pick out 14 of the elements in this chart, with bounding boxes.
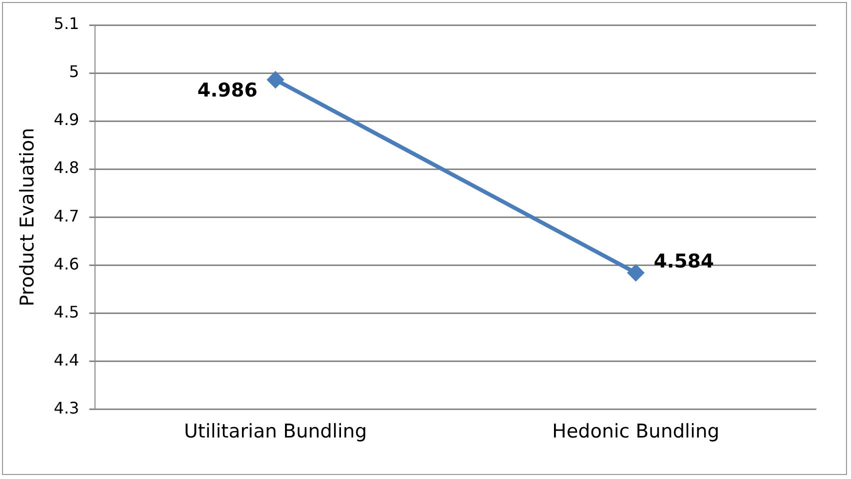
y-tick-label: 4.3	[54, 398, 80, 418]
data-label: 4.986	[197, 80, 258, 102]
y-tick-label: 4.8	[54, 158, 80, 178]
y-tick-label: 4.9	[54, 110, 80, 130]
x-tick-label: Hedonic Bundling	[552, 420, 720, 443]
y-axis-title: Product Evaluation	[16, 128, 38, 306]
y-tick-label: 4.7	[54, 206, 80, 226]
y-tick-label: 5	[69, 62, 80, 82]
data-label: 4.584	[654, 250, 714, 273]
y-tick-label: 4.6	[54, 254, 80, 274]
y-tick-label: 4.5	[54, 302, 80, 322]
x-tick-label: Utilitarian Bundling	[184, 420, 367, 443]
y-tick-label: 5.1	[54, 14, 80, 34]
y-tick-label: 4.4	[54, 350, 80, 370]
